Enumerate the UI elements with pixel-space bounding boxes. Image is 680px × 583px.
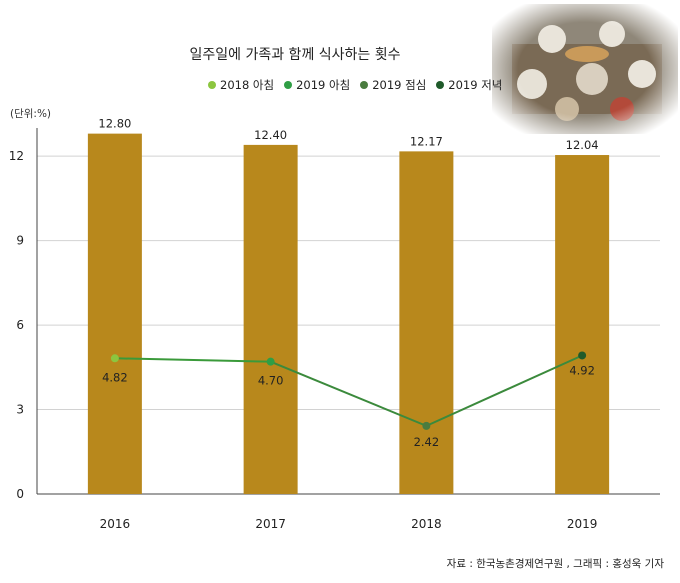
legend-label: 2019 아침: [296, 78, 351, 92]
bar: [399, 151, 454, 495]
legend-item: 2019 저녁: [436, 77, 502, 93]
line-point: [422, 421, 431, 430]
legend-item: 2019 점심: [360, 77, 426, 93]
legend-label: 2019 저녁: [448, 78, 503, 92]
bar: [87, 133, 142, 494]
bar: [555, 155, 610, 494]
legend-label: 2018 아침: [220, 78, 275, 92]
y-tick-label: 0: [16, 487, 24, 501]
point-value-label: 4.92: [569, 363, 595, 377]
y-tick-label: 6: [16, 318, 24, 332]
chart-legend: 2018 아침 2019 아침 2019 점심 2019 저녁: [208, 77, 502, 93]
legend-label: 2019 점심: [372, 78, 427, 92]
line-segment: [270, 360, 427, 427]
legend-marker: [360, 81, 369, 89]
bar-value-label: 12.17: [410, 134, 443, 148]
x-tick-label: 2018: [411, 517, 442, 531]
line-point: [266, 357, 275, 366]
point-value-label: 4.70: [258, 374, 284, 388]
line-point: [110, 354, 119, 363]
legend-item: 2019 아침: [284, 77, 350, 93]
legend-marker: [208, 81, 216, 89]
bar-value-label: 12.04: [566, 138, 599, 152]
bar: [243, 144, 298, 494]
legend-marker: [284, 81, 293, 89]
unit-label: (단위:%): [10, 108, 52, 120]
point-value-label: 4.82: [102, 370, 128, 384]
x-tick-label: 2017: [255, 517, 286, 531]
line-segment: [114, 357, 271, 363]
legend-item: 2018 아침: [208, 77, 274, 93]
x-tick-label: 2019: [567, 517, 598, 531]
x-tick-label: 2016: [100, 517, 131, 531]
bar-value-label: 12.80: [98, 117, 131, 131]
bar-value-label: 12.40: [254, 128, 287, 142]
point-value-label: 2.42: [414, 435, 440, 449]
y-tick-label: 9: [16, 234, 24, 248]
y-tick-label: 12: [9, 149, 24, 163]
line-point: [578, 351, 587, 360]
family-meal-photo: [492, 4, 678, 134]
legend-marker: [436, 81, 445, 89]
source-credit: 자료 : 한국농촌경제연구원 , 그래픽 : 홍성욱 기자: [446, 558, 664, 570]
line-segment: [425, 354, 583, 427]
chart-title: 일주일에 가족과 함께 식사하는 횟수: [189, 47, 401, 63]
y-tick-label: 3: [16, 403, 24, 417]
